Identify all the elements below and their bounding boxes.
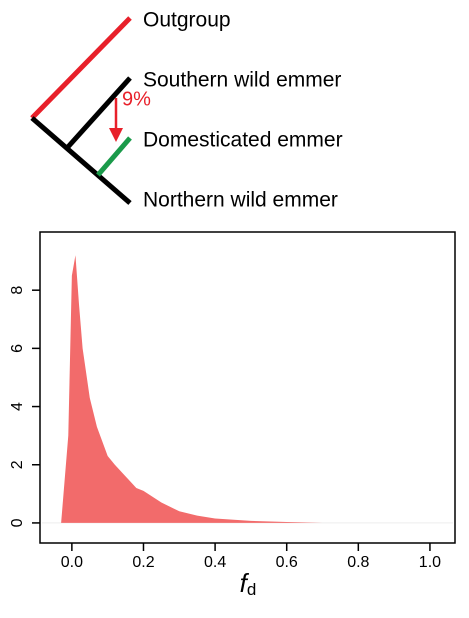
- taxon-label: Outgroup: [143, 9, 231, 32]
- southern-branch: [65, 76, 132, 150]
- y-tick-label: 0: [9, 518, 26, 527]
- introgression-label: 9%: [122, 88, 151, 110]
- tree: [30, 16, 132, 205]
- x-tick-label: 0.8: [347, 554, 369, 571]
- x-tick-label: 1.0: [419, 554, 441, 571]
- outgroup-branch: [30, 16, 132, 120]
- x-axis-label-main: f: [240, 568, 250, 598]
- x-tick-label: 0.6: [276, 554, 298, 571]
- domesticated-branch: [96, 136, 132, 177]
- density-area: [61, 255, 323, 523]
- x-tick-label: 0.0: [61, 554, 83, 571]
- x-axis-label: fd: [240, 568, 257, 600]
- taxon-label: Northern wild emmer: [143, 189, 338, 212]
- y-tick-label: 2: [9, 460, 26, 469]
- x-tick-label: 0.4: [204, 554, 226, 571]
- taxon-label: Southern wild emmer: [143, 69, 341, 92]
- arrow-head: [109, 128, 123, 142]
- x-axis-label-subscript: d: [247, 580, 256, 599]
- taxon-label: Domesticated emmer: [143, 129, 343, 152]
- y-tick-label: 4: [9, 402, 26, 411]
- y-tick-label: 6: [9, 344, 26, 353]
- x-tick-label: 0.2: [132, 554, 154, 571]
- y-tick-label: 8: [9, 286, 26, 295]
- plot-frame: [39, 231, 456, 544]
- main-branch: [30, 116, 132, 205]
